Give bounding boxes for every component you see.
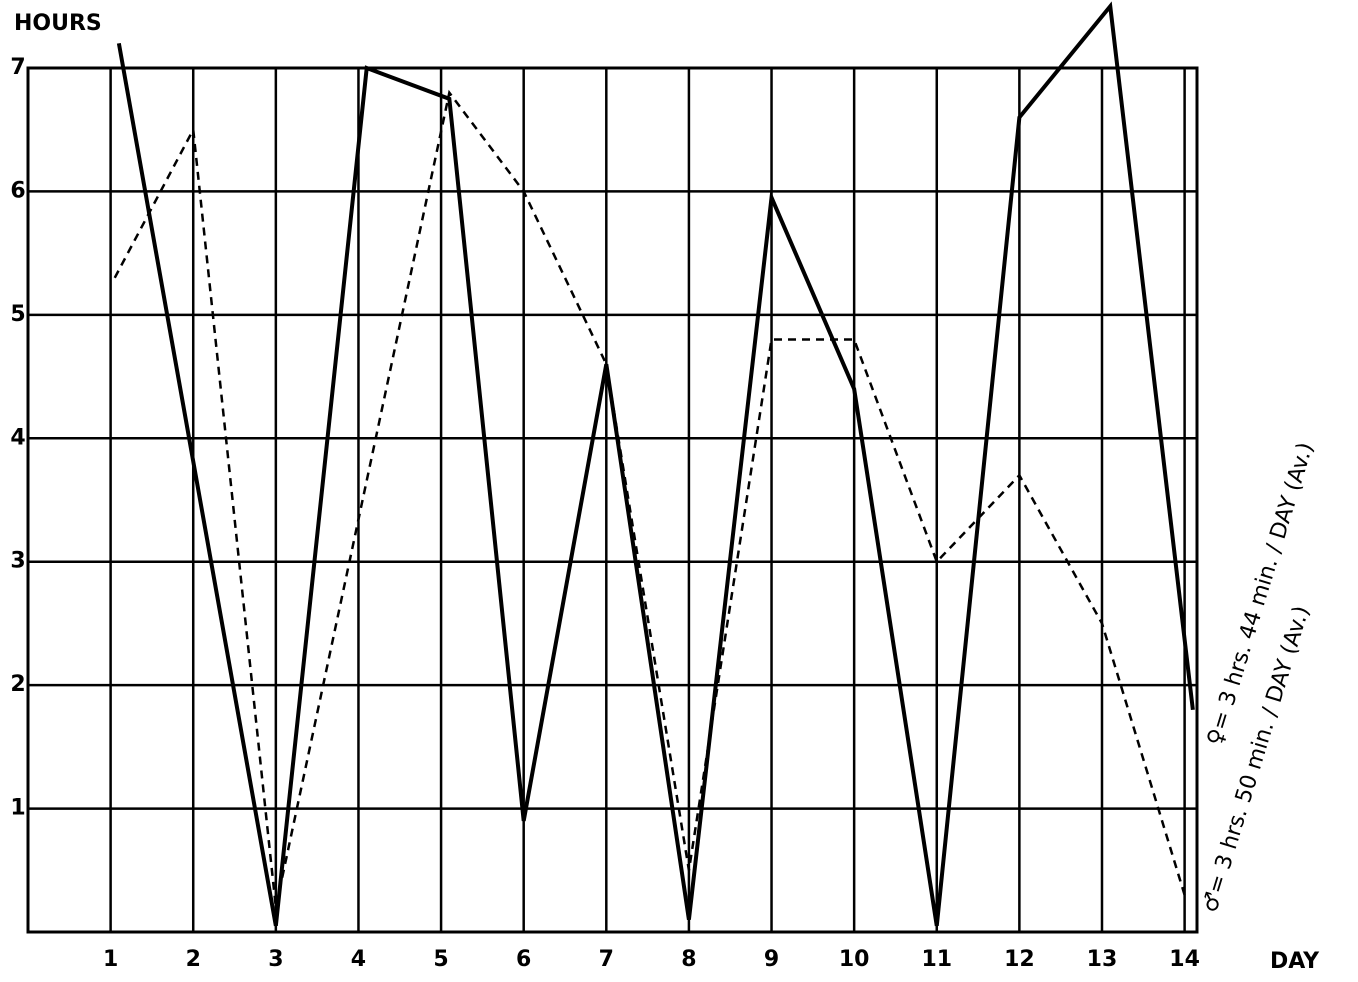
x-tick-label: 2 xyxy=(186,947,201,972)
y-tick-label: 7 xyxy=(10,55,25,80)
data-line xyxy=(113,89,1186,908)
x-tick-label: 4 xyxy=(351,947,366,972)
y-tick-label: 1 xyxy=(10,796,25,821)
x-tick-label: 13 xyxy=(1087,947,1118,972)
x-tick-label: 3 xyxy=(268,947,283,972)
y-tick-label: 6 xyxy=(10,178,25,203)
y-axis-label: HOURS xyxy=(14,11,102,36)
x-tick-label: 8 xyxy=(681,947,696,972)
data-line xyxy=(116,1,1195,927)
x-tick-label: 6 xyxy=(516,947,531,972)
y-tick-label: 2 xyxy=(10,672,25,697)
y-tick-label: 5 xyxy=(10,302,25,327)
plot-frame xyxy=(26,66,1199,934)
x-tick-label: 11 xyxy=(921,947,952,972)
x-tick-label: 7 xyxy=(599,947,614,972)
y-tick-label: 3 xyxy=(10,549,25,574)
x-tick-label: 9 xyxy=(764,947,779,972)
x-axis-label: DAY xyxy=(1270,949,1320,974)
x-tick-label: 10 xyxy=(839,947,870,972)
x-tick-label: 12 xyxy=(1004,947,1035,972)
x-tick-label: 14 xyxy=(1169,947,1200,972)
y-tick-label: 4 xyxy=(10,425,25,450)
x-tick-label: 5 xyxy=(433,947,448,972)
x-tick-label: 1 xyxy=(103,947,118,972)
